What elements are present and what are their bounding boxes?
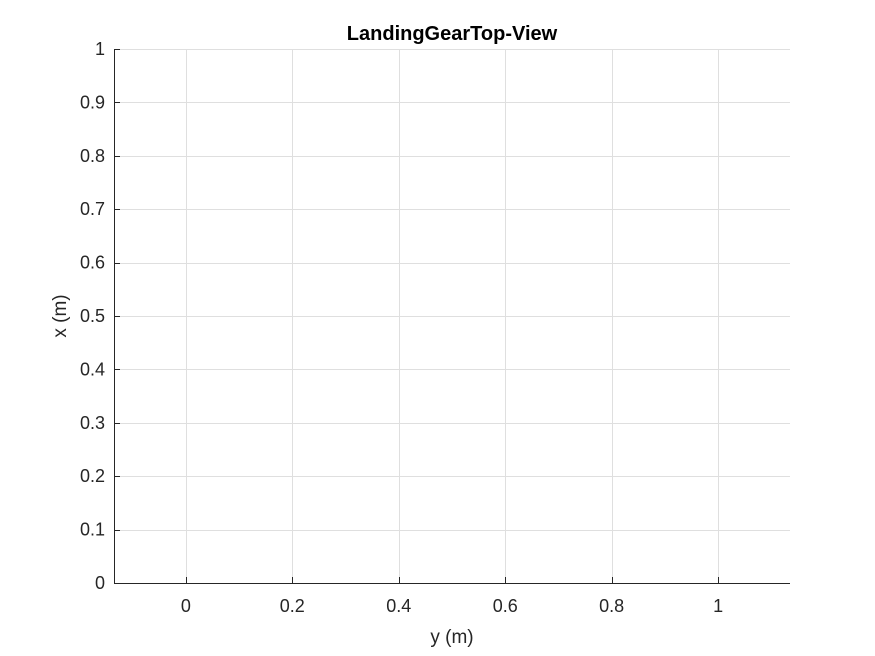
y-tick-label-4: 0.4 (80, 359, 105, 379)
x-tick-label-3: 0.6 (493, 596, 518, 616)
chart-title: LandingGearTop-View (347, 23, 558, 45)
y-tick-label-9: 0.9 (80, 92, 105, 112)
y-tick-label-6: 0.6 (80, 253, 105, 273)
x-tick-label-4: 0.8 (599, 596, 624, 616)
x-axis-label: y (m) (430, 627, 473, 648)
y-tick-label-2: 0.2 (80, 466, 105, 486)
x-tick-label-2: 0.4 (386, 596, 411, 616)
plot-area: 0 0.2 0.4 0.6 0.8 1 0 0.1 0.2 0.3 0.4 0.5 0.6 0.7 0.8 0… (80, 39, 790, 616)
x-tick-label-5: 1 (713, 596, 723, 616)
y-tick-label-5: 0.5 (80, 306, 105, 326)
y-tick-label-10: 1 (95, 39, 105, 59)
x-tick-label-1: 0.2 (280, 596, 305, 616)
x-tick-label-0: 0 (181, 596, 191, 616)
y-tick-label-8: 0.8 (80, 146, 105, 166)
y-tick-label-1: 0.1 (80, 520, 105, 540)
y-axis-label: x (m) (50, 294, 71, 337)
y-tick-label-7: 0.7 (80, 199, 105, 219)
ticks-layer: 0 0.2 0.4 0.6 0.8 1 0 0.1 0.2 0.3 0.4 0.5 0.6 0.7 0.8 0… (80, 39, 723, 616)
y-tick-label-3: 0.3 (80, 413, 105, 433)
y-tick-label-0: 0 (95, 573, 105, 593)
